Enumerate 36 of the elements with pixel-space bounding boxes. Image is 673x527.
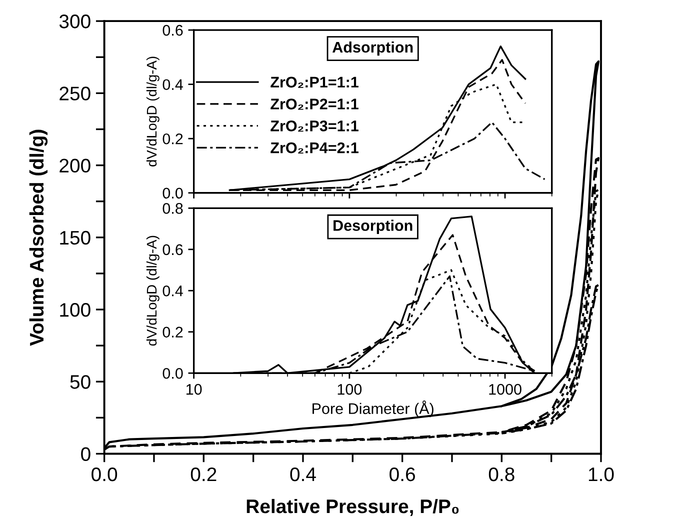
- x-axis-title: Pore Diameter (Å): [312, 400, 434, 418]
- y-axis-title: dV/dLogD (dl/g-A): [146, 56, 160, 166]
- y-tick-label: 200: [60, 158, 90, 173]
- text: Adsorption: [332, 41, 413, 56]
- x-tick-label: 1.0: [588, 467, 614, 482]
- legend-label: ZrO₂:P4=2:1: [270, 142, 358, 154]
- y-tick-label: 300: [59, 14, 90, 28]
- legend-label: ZrO₂:P2=1:1: [270, 98, 358, 110]
- x-tick-label: 1000: [489, 384, 522, 395]
- x-tick-label: 0.2: [190, 467, 216, 482]
- y-tick-label: 100: [60, 302, 90, 317]
- y-tick-label: 250: [60, 86, 90, 100]
- legend-label: ZrO₂:P3=1:1: [270, 120, 358, 132]
- y-tick-label: 0.4: [162, 79, 183, 90]
- x-tick-label: 0.8: [488, 467, 514, 482]
- y-axis-title: Volume Adsorbed (dl/g): [29, 130, 48, 346]
- x-tick-label: 100: [338, 384, 362, 395]
- x-tick-label: 0.0: [92, 467, 118, 482]
- y-tick-label: 50: [70, 375, 90, 389]
- y-tick-label: 0.6: [162, 24, 183, 36]
- y-tick-label: 0.6: [162, 244, 183, 256]
- y-tick-label: 0.0: [162, 368, 183, 379]
- y-axis-title: dV/dLogD (dl/g-A): [146, 236, 160, 346]
- x-tick-label: 0.4: [290, 467, 316, 482]
- y-tick-label: 0.8: [162, 203, 183, 214]
- y-tick-label: 0.2: [162, 326, 183, 338]
- x-tick-label: 0.6: [390, 467, 415, 482]
- y-tick-label: 0: [81, 447, 90, 461]
- x-tick-label: 10: [186, 384, 202, 395]
- x-axis-title: Relative Pressure, P/P₀: [246, 498, 459, 516]
- y-tick-label: 150: [60, 230, 90, 245]
- legend-label: ZrO₂:P1=1:1: [270, 76, 358, 88]
- y-tick-label: 0.0: [162, 188, 183, 199]
- y-tick-label: 0.4: [162, 286, 183, 296]
- text: Desorption: [334, 220, 412, 234]
- y-tick-label: 0.2: [162, 133, 183, 144]
